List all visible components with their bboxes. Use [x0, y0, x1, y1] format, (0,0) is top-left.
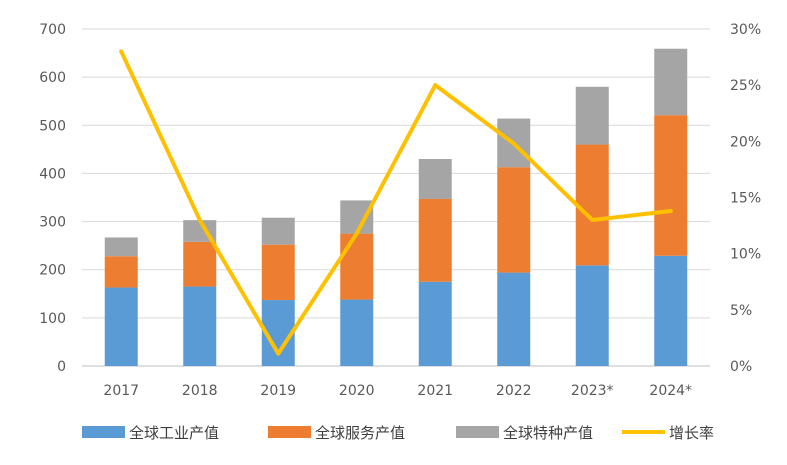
- right-axis-tick-label: 5%: [730, 303, 752, 319]
- legend-swatch: [82, 426, 125, 438]
- bar-segment: [104, 287, 138, 366]
- bar-segment: [183, 241, 217, 287]
- left-axis-tick-label: 100: [39, 311, 66, 327]
- left-axis-tick-label: 600: [39, 70, 66, 86]
- growth-rate-point: [590, 217, 595, 222]
- bar-segment: [497, 272, 531, 366]
- legend-swatch: [268, 426, 311, 438]
- left-axis-tick-label: 0: [57, 359, 66, 375]
- x-axis: 2017 2018 2019 2020 2021 2022 2023* 2024*: [103, 383, 692, 399]
- legend: 全球工业产值 全球服务产值 全球特种产值 增长率: [82, 424, 714, 442]
- gridlines: [82, 28, 710, 367]
- x-axis-tick-label: 2020: [339, 383, 375, 399]
- left-axis-tick-label: 300: [39, 215, 66, 231]
- left-axis-tick-label: 400: [39, 166, 66, 182]
- bar-segment: [654, 48, 688, 116]
- growth-rate-point: [511, 141, 516, 146]
- legend-label: 全球特种产值: [503, 424, 593, 442]
- legend-label: 增长率: [669, 424, 714, 442]
- growth-rate-point: [276, 351, 281, 356]
- bar-segment: [340, 233, 374, 300]
- x-axis-tick-label: 2018: [182, 383, 218, 399]
- x-axis-tick-label: 2024*: [649, 383, 692, 399]
- bar-segment: [575, 265, 609, 366]
- growth-rate-point: [119, 49, 124, 54]
- bar-segment: [340, 299, 374, 366]
- growth-rate-point: [433, 83, 438, 88]
- right-axis-tick-label: 15%: [730, 191, 761, 207]
- growth-rate-point: [197, 217, 202, 222]
- bar-segment: [340, 200, 374, 234]
- growth-rate-line: [119, 49, 673, 356]
- right-axis-tick-label: 20%: [730, 134, 761, 150]
- left-axis-tick-label: 700: [39, 22, 66, 38]
- growth-rate-point: [668, 208, 673, 213]
- bar-segment: [575, 144, 609, 266]
- x-axis-tick-label: 2019: [260, 383, 296, 399]
- bar-segment: [183, 286, 217, 366]
- bar-segment: [654, 115, 688, 256]
- bar-segment: [654, 255, 688, 366]
- x-axis-tick-label: 2023*: [571, 383, 614, 399]
- growth-line-group: [119, 49, 673, 356]
- left-axis-tick-label: 200: [39, 263, 66, 279]
- bar-segment: [575, 86, 609, 145]
- x-axis-tick-label: 2017: [103, 383, 139, 399]
- right-y-axis: 0% 5% 10% 15% 20% 25% 30%: [730, 22, 761, 375]
- bar-segment: [418, 198, 452, 282]
- left-y-axis: 0 100 200 300 400 500 600 700: [39, 22, 66, 375]
- growth-rate-point: [354, 231, 359, 236]
- legend-label: 全球工业产值: [129, 424, 219, 442]
- right-axis-tick-label: 10%: [730, 247, 761, 263]
- bar-segment: [418, 158, 452, 199]
- right-axis-tick-label: 0%: [730, 359, 752, 375]
- left-axis-tick-label: 500: [39, 118, 66, 134]
- bar-segment: [104, 256, 138, 288]
- right-axis-tick-label: 25%: [730, 78, 761, 94]
- bar-segment: [418, 281, 452, 366]
- bar-segment: [261, 244, 295, 301]
- legend-swatch: [456, 426, 499, 438]
- bar-segment: [497, 167, 531, 273]
- right-axis-tick-label: 30%: [730, 22, 761, 38]
- bar-segment: [104, 237, 138, 257]
- bar-group: [104, 48, 688, 366]
- x-axis-tick-label: 2022: [496, 383, 532, 399]
- bar-segment: [261, 217, 295, 245]
- x-axis-tick-label: 2021: [417, 383, 453, 399]
- legend-label: 全球服务产值: [315, 424, 405, 442]
